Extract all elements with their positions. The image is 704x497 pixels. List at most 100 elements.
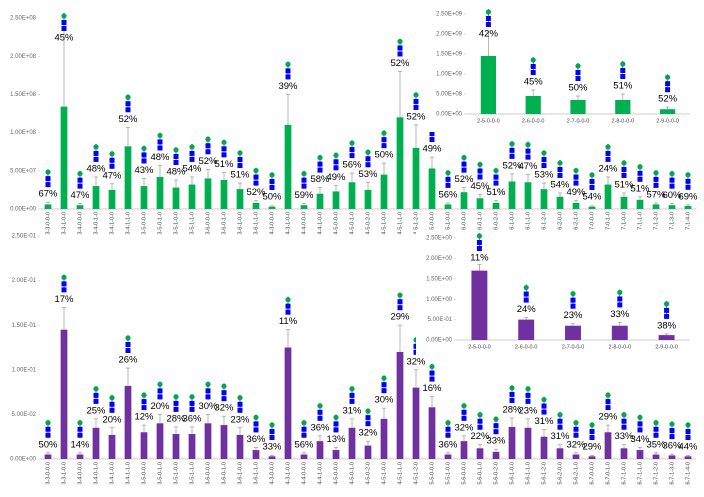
bar [460,441,468,459]
bar [636,199,644,209]
percent-label: 28% [502,404,522,415]
glycan-glcnac [93,150,99,156]
glycan-glcnac [285,74,291,80]
percent-label: 51% [486,187,506,198]
percent-label: 29% [582,442,602,453]
x-tick-label: 2-7-0-0-0 [562,344,585,350]
percent-label: 45% [54,33,74,44]
percent-label: 12% [134,412,154,423]
percent-label: 34% [630,434,650,445]
glycan-mannose [617,289,623,296]
percent-label: 23% [230,414,250,425]
glycan-glcnac [573,180,579,186]
glycan-glcnac [269,185,275,190]
glycan-mannose [493,416,499,422]
glycan-glcnac [253,427,259,433]
glycan-glcnac [541,403,547,409]
bar [659,109,676,114]
y-tick-label: 2.50E-01 [12,234,37,240]
percent-label: 59% [294,190,314,201]
x-tick-label: 3-4-0-0-0 [77,462,83,485]
x-tick-label: 6-7-1-4-0 [685,462,691,485]
bar [380,174,388,209]
bar [396,351,404,459]
y-tick-label: 2.00E-01 [12,278,37,284]
bar [108,434,116,459]
x-tick-label: 5-6-2-1-0 [573,462,579,485]
bar [460,192,468,209]
glycan-glcnac [301,432,307,438]
glycan-mannose [575,63,581,69]
bar [124,146,132,209]
glycan-glcnac [685,429,691,434]
bar [44,454,52,459]
glycan-mannose [685,422,691,428]
bar [268,456,276,459]
glycan-glcnac [413,104,419,110]
glycan-glcnac [349,398,355,404]
percent-label: 67% [38,189,58,200]
x-tick-label: 5-6-1-1-0 [525,212,531,235]
glycan-mannose [669,421,675,427]
x-tick-label: 5-6-0-0-0 [461,212,467,235]
glycan-glcnac [301,177,307,183]
bar [428,407,436,459]
glycan-glcnac [141,405,147,411]
bar [364,189,372,209]
x-tick-label: 3-4-0-0-0 [77,212,83,235]
glycan-glcnac [461,409,467,415]
bar [332,450,340,459]
percent-label: 39% [278,81,298,92]
x-tick-label: 5-6-0-1-0 [477,462,483,485]
percent-label: 31% [534,416,554,427]
x-tick-label: 3-6-0-0-0 [205,462,211,485]
glycan-mannose [509,141,515,147]
glycan-mannose [665,74,671,80]
glycan-glcnac [589,179,595,184]
x-tick-label: 6-7-1-1-0 [637,462,643,485]
glycan-mannose [285,61,291,67]
glycan-glcnac [530,64,536,69]
x-tick-label: 2-6-0-0-0 [522,118,545,124]
percent-label: 20% [102,414,122,425]
glycan-mannose [77,420,83,426]
x-tick-label: 3-5-1-0-0 [173,212,179,235]
glycan-mannose [381,375,387,381]
bar [620,196,628,209]
glycan-glcnac [589,429,595,434]
percent-label: 48% [166,166,186,177]
glycan-glcnac [125,101,131,107]
x-tick-label: 6-7-1-2-0 [653,462,659,485]
glycan-glcnac [664,313,670,319]
glycan-glcnac [621,418,627,424]
percent-label: 49% [422,144,442,155]
glycan-mannose [621,412,627,418]
bar [684,205,692,209]
glycan-glcnac [173,159,179,165]
glycan-glcnac [653,176,659,182]
glycan-glcnac [477,168,483,174]
glycan-glcnac [157,388,163,394]
glycan-glcnac [476,246,482,251]
glycan-glcnac [173,406,179,412]
glycan-mannose [523,284,529,291]
glycan-mannose [45,169,51,175]
glycan-glcnac [269,179,275,184]
percent-label: 54% [182,163,202,174]
bar [76,454,84,459]
main-chart: 0.00E+00 5.00E+07 1.00E+08 1.50E+08 2.00E+08… [10,13,698,235]
x-tick-label: 4-5-1-0-0 [381,212,387,235]
glycan-glcnac [349,392,355,398]
bar [492,451,500,459]
percent-label: 56% [438,189,458,200]
glycan-mannose [125,94,131,100]
bar [652,454,660,459]
glycan-glcnac [125,342,131,348]
glycan-glcnac [301,183,307,189]
glycan-mannose [685,172,691,178]
x-tick-label: 4-4-1-0-0 [317,462,323,485]
y-tick-label: 5.00E+07 [10,168,37,174]
percent-label: 29% [390,312,410,323]
bar [604,184,612,209]
bar [172,187,180,209]
